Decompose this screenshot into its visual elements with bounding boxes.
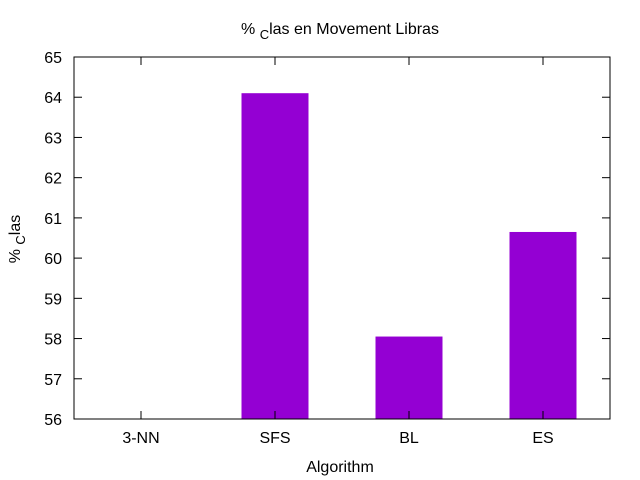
chart-title: % Clas en Movement Libras bbox=[241, 21, 439, 42]
y-tick-label: 56 bbox=[44, 412, 62, 429]
bar-bl bbox=[375, 336, 443, 419]
y-tick-label: 64 bbox=[44, 90, 62, 107]
x-tick-label: BL bbox=[399, 430, 419, 447]
tick-labels-group: 56 57 58 59 60 61 62 63 64 65 3-NN SFS BL ES bbox=[44, 50, 553, 447]
title-suffix: las en Movement Libras bbox=[269, 21, 439, 38]
ylabel-subscript: C bbox=[13, 235, 28, 244]
title-subscript: C bbox=[260, 27, 269, 42]
bar-sfs bbox=[241, 93, 309, 419]
y-tick-label: 58 bbox=[44, 332, 62, 349]
ticks-group bbox=[74, 56, 610, 420]
x-tick-label: ES bbox=[532, 430, 553, 447]
y-tick-label: 61 bbox=[44, 211, 62, 228]
x-axis-label: Algorithm bbox=[306, 459, 374, 476]
y-tick-label: 63 bbox=[44, 130, 62, 147]
bar-es bbox=[509, 231, 577, 419]
y-tick-label: 65 bbox=[44, 50, 62, 67]
x-tick-label: 3-NN bbox=[122, 430, 159, 447]
title-prefix: % bbox=[241, 21, 260, 38]
ylabel-suffix: las bbox=[7, 215, 24, 235]
y-tick-label: 59 bbox=[44, 291, 62, 308]
y-axis-label: % Clas bbox=[7, 215, 28, 264]
bars-group bbox=[241, 93, 577, 419]
plot-frame bbox=[73, 56, 611, 420]
y-tick-label: 62 bbox=[44, 171, 62, 188]
y-tick-label: 57 bbox=[44, 372, 62, 389]
ylabel-prefix: % bbox=[7, 245, 24, 264]
y-tick-label: 60 bbox=[44, 251, 62, 268]
x-tick-label: SFS bbox=[259, 430, 290, 447]
